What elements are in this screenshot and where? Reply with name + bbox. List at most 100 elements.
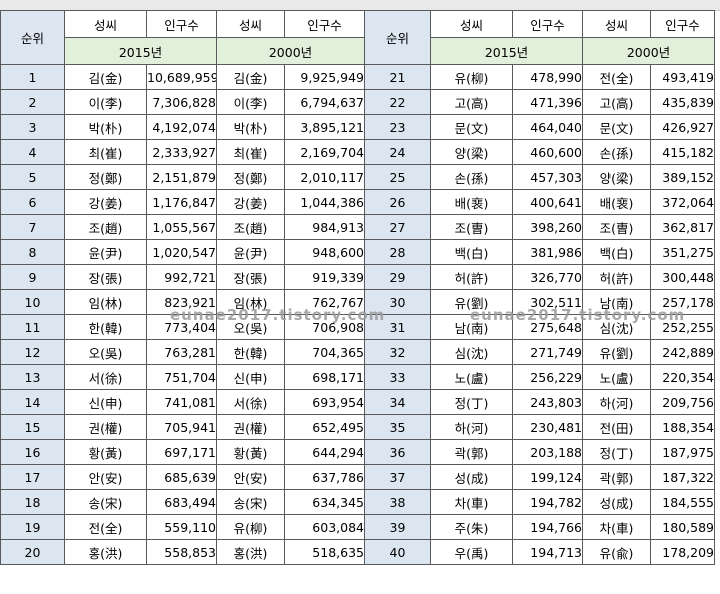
surname-2015-cell: 신(申) [64,389,147,415]
surname-2015-cell: 유(柳) [430,64,513,90]
rank-cell: 36 [364,439,431,465]
surname-2015-cell: 허(許) [430,264,513,290]
population-2015-cell: 194,766 [512,514,583,540]
surname-2015-cell: 임(林) [64,289,147,315]
population-2015-cell: 763,281 [146,339,217,365]
surname-header-2000-left: 성씨 [216,10,285,38]
year-2000-header-left: 2000년 [216,37,365,65]
population-2000-cell: 644,294 [284,439,365,465]
surname-2000-cell: 이(李) [216,89,285,115]
watermark-right: eunae2017.tistory.com [470,306,686,324]
population-2000-cell: 220,354 [650,364,715,390]
rank-cell: 17 [0,464,65,490]
population-2015-cell: 4,192,074 [146,114,217,140]
table-row: 18 송(宋) 683,494 송(宋) 634,345 38 차(車) 194,782 성(成… [0,489,715,515]
population-2000-cell: 2,010,117 [284,164,365,190]
surname-2000-cell: 유(柳) [216,514,285,540]
surname-header-2015-left: 성씨 [64,10,147,38]
surname-2015-cell: 강(姜) [64,189,147,215]
rank-header-right: 순위 [364,10,431,65]
table-row: 1 김(金) 10,689,959 김(金) 9,925,949 21 유(柳) 478,99… [0,64,715,90]
rank-cell: 10 [0,289,65,315]
surname-2000-cell: 강(姜) [216,189,285,215]
surname-2000-cell: 최(崔) [216,139,285,165]
population-2000-cell: 1,044,386 [284,189,365,215]
surname-2015-cell: 주(朱) [430,514,513,540]
population-2015-cell: 685,639 [146,464,217,490]
rank-cell: 35 [364,414,431,440]
population-2000-cell: 184,555 [650,489,715,515]
surname-2000-cell: 백(白) [582,239,651,265]
population-2000-cell: 426,927 [650,114,715,140]
rank-cell: 9 [0,264,65,290]
population-2015-cell: 243,803 [512,389,583,415]
population-2015-cell: 400,641 [512,189,583,215]
population-2000-cell: 2,169,704 [284,139,365,165]
surname-2000-cell: 조(趙) [216,214,285,240]
population-2000-cell: 187,322 [650,464,715,490]
rank-cell: 16 [0,439,65,465]
surname-2015-cell: 권(權) [64,414,147,440]
population-2015-cell: 558,853 [146,539,217,565]
surname-2015-cell: 곽(郭) [430,439,513,465]
surname-2000-cell: 조(曺) [582,214,651,240]
population-2015-cell: 302,511 [512,289,583,315]
population-2015-cell: 199,124 [512,464,583,490]
population-2000-cell: 634,345 [284,489,365,515]
population-2000-cell: 9,925,949 [284,64,365,90]
rank-cell: 37 [364,464,431,490]
surname-2000-cell: 손(孫) [582,139,651,165]
rank-cell: 32 [364,339,431,365]
surname-2000-cell: 노(盧) [582,364,651,390]
population-2015-cell: 381,986 [512,239,583,265]
surname-2015-cell: 양(梁) [430,139,513,165]
rank-cell: 5 [0,164,65,190]
header-row-2: 2015년 2000년 2015년 2000년 [1,37,715,65]
table-row: 19 전(全) 559,110 유(柳) 603,084 39 주(朱) 194,766 차(車… [0,514,715,540]
surname-2015-cell: 한(韓) [64,314,147,340]
table-row: 14 신(申) 741,081 서(徐) 693,954 34 정(丁) 243,803 하(河… [0,389,715,415]
surname-2000-cell: 배(裵) [582,189,651,215]
rank-cell: 12 [0,339,65,365]
rank-cell: 38 [364,489,431,515]
population-2000-cell: 984,913 [284,214,365,240]
surname-2015-cell: 안(安) [64,464,147,490]
surname-2015-cell: 이(李) [64,89,147,115]
surname-2015-cell: 심(沈) [430,339,513,365]
surname-2015-cell: 노(盧) [430,364,513,390]
population-2015-cell: 457,303 [512,164,583,190]
rank-cell: 20 [0,539,65,565]
surname-2000-cell: 김(金) [216,64,285,90]
table-row: 16 황(黃) 697,171 황(黃) 644,294 36 곽(郭) 203,188 정(丁… [0,439,715,465]
rank-cell: 21 [364,64,431,90]
table-row: 3 박(朴) 4,192,074 박(朴) 3,895,121 23 문(文) 464,040… [0,114,715,140]
surname-2000-cell: 곽(郭) [582,464,651,490]
population-2015-cell: 10,689,959 [146,64,217,90]
population-2015-cell: 741,081 [146,389,217,415]
surname-2015-cell: 백(白) [430,239,513,265]
surname-2000-cell: 전(全) [582,64,651,90]
rank-cell: 8 [0,239,65,265]
table-row: 9 장(張) 992,721 장(張) 919,339 29 허(許) 326,770 허(許)… [0,264,715,290]
rank-cell: 1 [0,64,65,90]
population-2000-cell: 706,908 [284,314,365,340]
surname-2000-cell: 전(田) [582,414,651,440]
surname-2015-cell: 최(崔) [64,139,147,165]
population-2015-cell: 1,020,547 [146,239,217,265]
population-2015-cell: 275,648 [512,314,583,340]
rank-cell: 27 [364,214,431,240]
population-2000-cell: 637,786 [284,464,365,490]
table-row: 4 최(崔) 2,333,927 최(崔) 2,169,704 24 양(梁) 460,600… [0,139,715,165]
surname-2015-cell: 하(河) [430,414,513,440]
population-2000-cell: 652,495 [284,414,365,440]
rank-cell: 6 [0,189,65,215]
table-row: 6 강(姜) 1,176,847 강(姜) 1,044,386 26 배(裵) 400,641… [0,189,715,215]
rank-cell: 15 [0,414,65,440]
rank-cell: 26 [364,189,431,215]
population-2000-cell: 3,895,121 [284,114,365,140]
surname-header-2015-right: 성씨 [430,10,513,38]
population-2000-cell: 257,178 [650,289,715,315]
surname-2000-cell: 한(韓) [216,339,285,365]
surname-2000-cell: 안(安) [216,464,285,490]
population-2015-cell: 697,171 [146,439,217,465]
